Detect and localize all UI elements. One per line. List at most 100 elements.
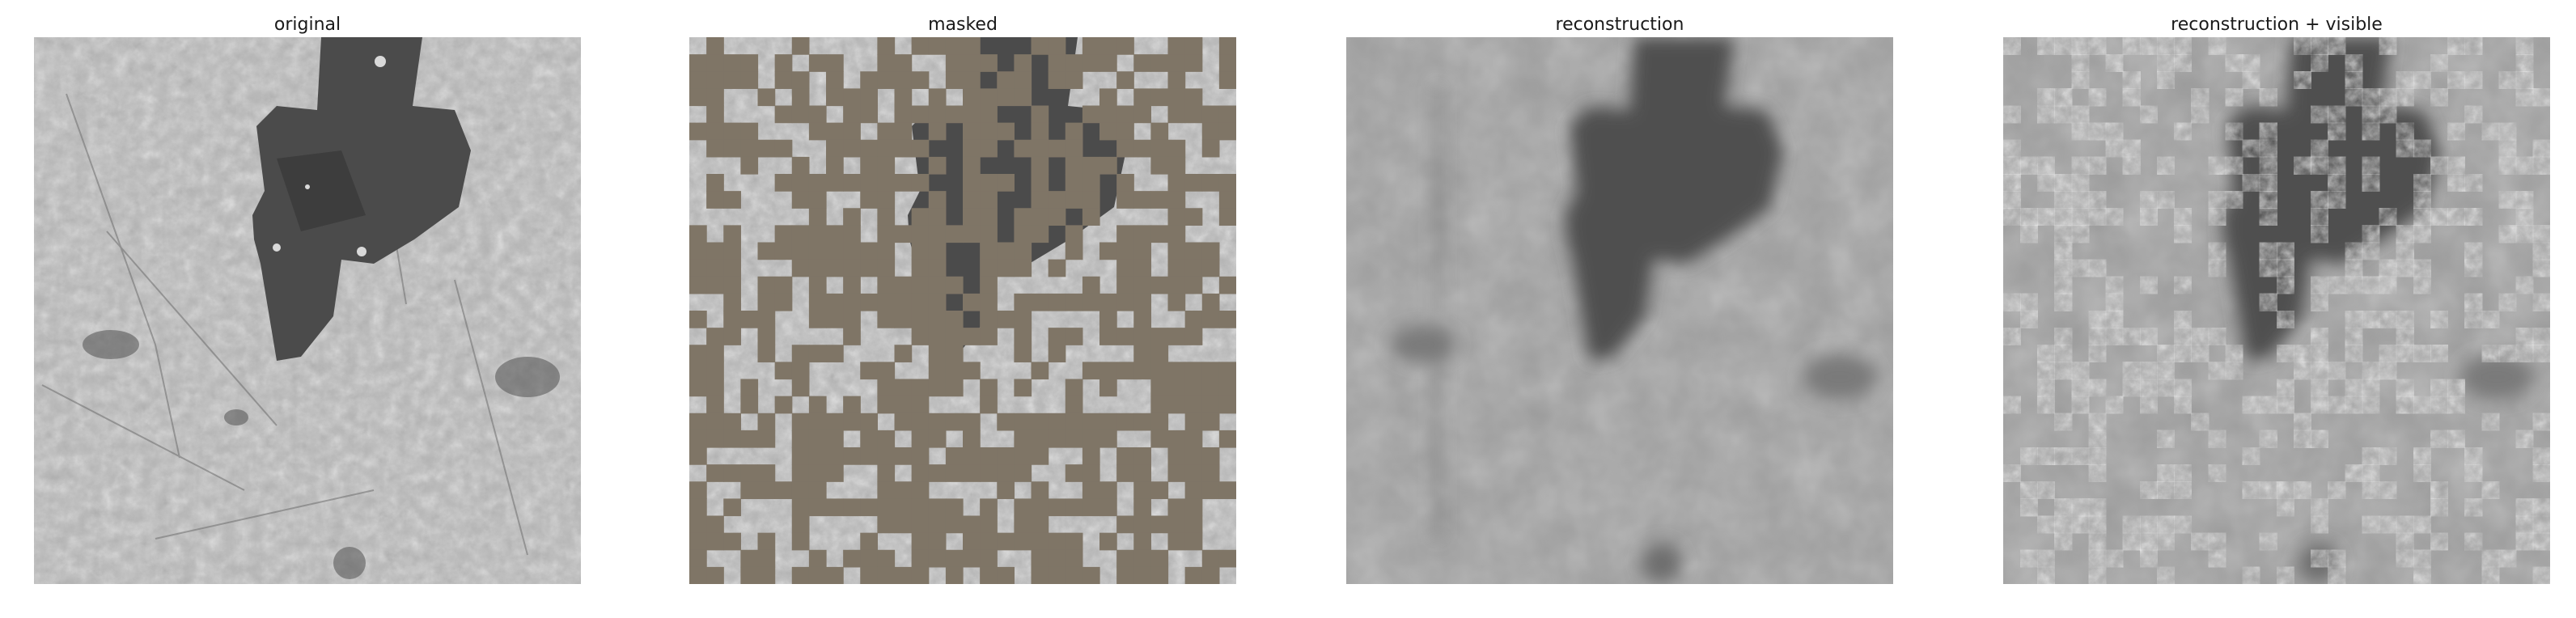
panel-title-reconstruction-visible: reconstruction + visible	[2171, 15, 2383, 35]
mask-patch	[945, 225, 964, 243]
mask-patch	[808, 464, 827, 482]
mask-patch	[963, 37, 981, 55]
mask-patch	[1048, 71, 1066, 89]
mask-patch	[963, 88, 981, 107]
mask-patch	[1184, 311, 1203, 328]
mask-patch	[928, 311, 947, 328]
mask-patch	[980, 225, 998, 243]
mask-patch	[1048, 430, 1066, 448]
mask-patch	[860, 447, 878, 465]
mask-patch	[1065, 139, 1083, 158]
mask-patch	[791, 481, 810, 499]
mask-patch	[808, 498, 827, 517]
mask-patch	[689, 413, 707, 431]
mask-patch	[980, 532, 998, 551]
mask-patch	[826, 413, 844, 431]
mask-patch	[774, 396, 793, 414]
mask-patch	[689, 345, 707, 362]
mask-patch	[911, 413, 930, 431]
mask-patch	[945, 54, 964, 72]
mask-patch	[963, 71, 981, 89]
mask-patch	[963, 413, 981, 431]
mask-patch	[928, 276, 947, 294]
mask-patch	[843, 105, 861, 124]
mask-patch	[1184, 379, 1203, 397]
mask-patch	[1116, 259, 1134, 277]
mask-patch	[808, 549, 827, 568]
mask-patch	[706, 362, 724, 380]
mask-patch	[1099, 242, 1117, 260]
mask-patch	[1031, 498, 1049, 517]
panel-reconstruction: reconstruction	[1346, 0, 1893, 618]
mask-patch	[911, 37, 930, 55]
mask-patch	[911, 549, 930, 568]
mask-patch	[843, 122, 861, 141]
mask-patch	[1184, 447, 1203, 465]
mask-patch	[911, 174, 930, 192]
mask-patch	[911, 293, 930, 311]
mask-patch	[740, 71, 759, 89]
mask-patch	[877, 191, 896, 209]
mask-patch	[911, 276, 930, 294]
mask-patch	[1082, 105, 1100, 124]
mask-patch	[791, 174, 810, 192]
mask-patch	[1014, 208, 1032, 226]
mask-patch	[1201, 174, 1220, 192]
mask-patch	[757, 276, 776, 294]
mask-patch	[1048, 498, 1066, 517]
mask-patch	[945, 345, 964, 362]
mask-patch	[1150, 139, 1169, 158]
mask-patch	[723, 464, 741, 482]
mask-patch	[997, 532, 1015, 551]
mask-patch	[689, 122, 707, 141]
mask-patch	[1014, 311, 1032, 328]
mask-patch	[963, 464, 981, 482]
mask-patch	[843, 293, 861, 311]
mask-patch	[963, 447, 981, 465]
mask-patch	[877, 396, 896, 414]
mask-patch	[928, 293, 947, 311]
mask-patch	[928, 532, 947, 551]
mask-patch	[1184, 54, 1203, 72]
mask-patch	[963, 139, 981, 158]
mask-patch	[774, 54, 793, 72]
mask-patch	[808, 447, 827, 465]
mask-patch	[1082, 37, 1100, 55]
mask-patch	[1201, 259, 1220, 277]
mask-patch	[1082, 362, 1100, 380]
mask-patch	[843, 139, 861, 158]
mask-patch	[1150, 276, 1169, 294]
mask-patch	[723, 54, 741, 72]
mask-patch	[689, 566, 707, 584]
mask-patch	[860, 430, 878, 448]
reconstruction-visible-image	[2003, 37, 2550, 584]
mask-patch	[1133, 345, 1151, 362]
mask-patch	[1099, 413, 1117, 431]
mask-patch	[1099, 498, 1117, 517]
mask-patch	[997, 566, 1015, 584]
mask-patch	[1184, 566, 1203, 584]
mask-patch	[689, 311, 707, 328]
mask-patch	[791, 498, 810, 517]
mask-patch	[1184, 515, 1203, 534]
mask-patch	[826, 498, 844, 517]
mask-patch	[860, 413, 878, 431]
mask-patch	[1167, 532, 1186, 551]
mask-patch	[1048, 532, 1066, 551]
mask-patch	[723, 225, 741, 243]
mask-patch	[1031, 430, 1049, 448]
mask-patch	[1099, 481, 1117, 499]
mask-patch	[1065, 413, 1083, 431]
mask-patch	[706, 174, 724, 192]
mask-patch	[911, 139, 930, 158]
mask-patch	[877, 498, 896, 517]
mask-patch	[877, 566, 896, 584]
mask-patch	[1082, 156, 1100, 175]
mask-patch	[1116, 549, 1134, 568]
mask-patch	[723, 498, 741, 517]
mask-patch	[963, 191, 981, 209]
mask-patch	[1082, 174, 1100, 192]
mask-patch	[1201, 311, 1220, 328]
mask-patch	[843, 208, 861, 226]
mask-patch	[689, 71, 707, 89]
